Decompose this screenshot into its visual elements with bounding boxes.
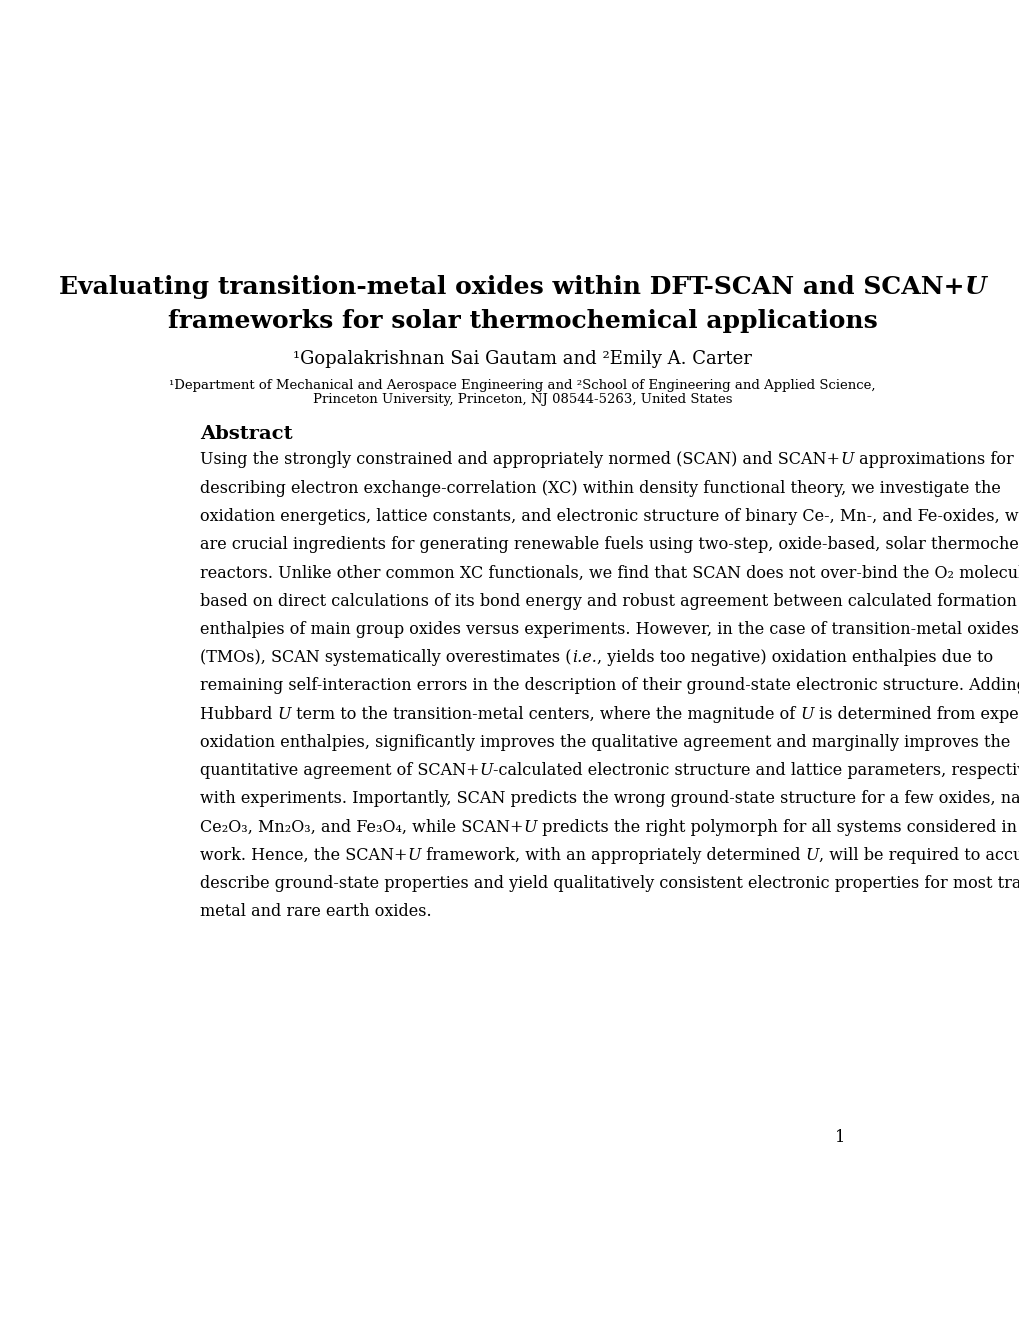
Text: 1: 1	[835, 1130, 845, 1146]
Text: oxidation energetics, lattice constants, and electronic structure of binary Ce-,: oxidation energetics, lattice constants,…	[200, 508, 1019, 525]
Text: approximations for: approximations for	[853, 451, 1013, 469]
Text: U: U	[840, 451, 853, 469]
Text: oxidation enthalpies, significantly improves the qualitative agreement and margi: oxidation enthalpies, significantly impr…	[200, 734, 1010, 751]
Text: Princeton University, Princeton, NJ 08544-5263, United States: Princeton University, Princeton, NJ 0854…	[313, 393, 732, 407]
Text: describe ground-state properties and yield qualitatively consistent electronic p: describe ground-state properties and yie…	[200, 875, 1019, 892]
Text: quantitative agreement of SCAN+: quantitative agreement of SCAN+	[200, 762, 479, 779]
Text: , yields too negative) oxidation enthalpies due to: , yields too negative) oxidation enthalp…	[596, 649, 991, 667]
Text: work. Hence, the SCAN+: work. Hence, the SCAN+	[200, 847, 408, 865]
Text: Evaluating transition-metal oxides within DFT-SCAN and SCAN+: Evaluating transition-metal oxides withi…	[59, 275, 964, 298]
Text: U: U	[523, 818, 537, 836]
Text: -calculated electronic structure and lattice parameters, respectively,: -calculated electronic structure and lat…	[493, 762, 1019, 779]
Text: Using the strongly constrained and appropriately normed (SCAN) and SCAN+: Using the strongly constrained and appro…	[200, 451, 840, 469]
Text: U: U	[800, 706, 813, 723]
Text: U: U	[408, 847, 421, 865]
Text: U: U	[277, 706, 291, 723]
Text: , will be required to accurately: , will be required to accurately	[818, 847, 1019, 865]
Text: U: U	[479, 762, 493, 779]
Text: Abstract: Abstract	[200, 425, 292, 444]
Text: ¹Department of Mechanical and Aerospace Engineering and ²School of Engineering a: ¹Department of Mechanical and Aerospace …	[169, 379, 875, 392]
Text: remaining self-interaction errors in the description of their ground-state elect: remaining self-interaction errors in the…	[200, 677, 1019, 694]
Text: (TMOs), SCAN systematically overestimates (: (TMOs), SCAN systematically overestimate…	[200, 649, 572, 667]
Text: predicts the right polymorph for all systems considered in this: predicts the right polymorph for all sys…	[537, 818, 1019, 836]
Text: reactors. Unlike other common XC functionals, we find that SCAN does not over-bi: reactors. Unlike other common XC functio…	[200, 565, 1019, 581]
Text: is determined from experimental: is determined from experimental	[813, 706, 1019, 723]
Text: describing electron exchange-correlation (XC) within density functional theory, : describing electron exchange-correlation…	[200, 479, 1000, 496]
Text: enthalpies of main group oxides versus experiments. However, in the case of tran: enthalpies of main group oxides versus e…	[200, 620, 1018, 638]
Text: U: U	[805, 847, 818, 865]
Text: i.e.: i.e.	[572, 649, 596, 667]
Text: framework, with an appropriately determined: framework, with an appropriately determi…	[421, 847, 805, 865]
Text: are crucial ingredients for generating renewable fuels using two-step, oxide-bas: are crucial ingredients for generating r…	[200, 536, 1019, 553]
Text: based on direct calculations of its bond energy and robust agreement between cal: based on direct calculations of its bond…	[200, 593, 1016, 610]
Text: frameworks for solar thermochemical applications: frameworks for solar thermochemical appl…	[168, 309, 876, 333]
Text: with experiments. Importantly, SCAN predicts the wrong ground-state structure fo: with experiments. Importantly, SCAN pred…	[200, 791, 1019, 808]
Text: Hubbard: Hubbard	[200, 706, 277, 723]
Text: metal and rare earth oxides.: metal and rare earth oxides.	[200, 903, 431, 920]
Text: U: U	[964, 275, 985, 298]
Text: ¹Gopalakrishnan Sai Gautam and ²Emily A. Carter: ¹Gopalakrishnan Sai Gautam and ²Emily A.…	[293, 350, 751, 368]
Text: Ce₂O₃, Mn₂O₃, and Fe₃O₄, while SCAN+: Ce₂O₃, Mn₂O₃, and Fe₃O₄, while SCAN+	[200, 818, 523, 836]
Text: term to the transition-metal centers, where the magnitude of: term to the transition-metal centers, wh…	[291, 706, 800, 723]
